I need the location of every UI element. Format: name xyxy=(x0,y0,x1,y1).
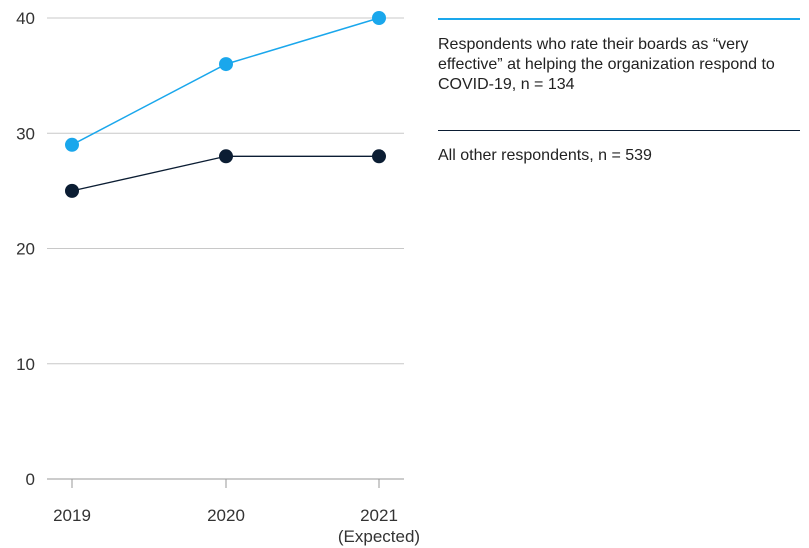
x-axis-tick-labels: 2019 2020 2021 (Expected) xyxy=(53,506,420,546)
y-axis-tick-labels: 0 10 20 30 40 xyxy=(16,9,35,489)
x-tick-sublabel-2021: (Expected) xyxy=(338,527,420,546)
legend-swatch-very-effective xyxy=(438,18,800,20)
legend-swatch-all-other xyxy=(438,130,800,131)
series-points xyxy=(65,11,386,198)
y-tick-label-30: 30 xyxy=(16,124,35,143)
legend-item-very-effective: Respondents who rate their boards as “ve… xyxy=(438,18,800,95)
y-tick-label-40: 40 xyxy=(16,9,35,28)
data-point-s0-2021 xyxy=(372,11,386,25)
data-point-s1-2021 xyxy=(372,149,386,164)
y-tick-label-0: 0 xyxy=(26,470,35,489)
data-point-s1-2020 xyxy=(219,149,233,164)
data-point-s1-2019 xyxy=(65,183,79,198)
y-tick-label-20: 20 xyxy=(16,240,35,259)
x-tick-label-2019: 2019 xyxy=(53,506,91,525)
legend-item-all-other: All other respondents, n = 539 xyxy=(438,130,800,166)
legend-secondary: All other respondents, n = 539 xyxy=(438,130,800,166)
data-point-s0-2020 xyxy=(219,57,233,72)
series-line-0 xyxy=(71,17,380,146)
x-tick-label-2021: 2021 xyxy=(360,506,398,525)
legend-label-all-other: All other respondents, n = 539 xyxy=(438,147,652,164)
series-lines xyxy=(71,17,380,192)
data-point-s0-2019 xyxy=(65,137,79,152)
x-tick-label-2020: 2020 xyxy=(207,506,245,525)
legend: Respondents who rate their boards as “ve… xyxy=(438,18,800,95)
x-axis xyxy=(47,478,404,488)
gridlines xyxy=(47,17,404,365)
legend-label-very-effective: Respondents who rate their boards as “ve… xyxy=(438,36,775,93)
y-tick-label-10: 10 xyxy=(16,355,35,374)
